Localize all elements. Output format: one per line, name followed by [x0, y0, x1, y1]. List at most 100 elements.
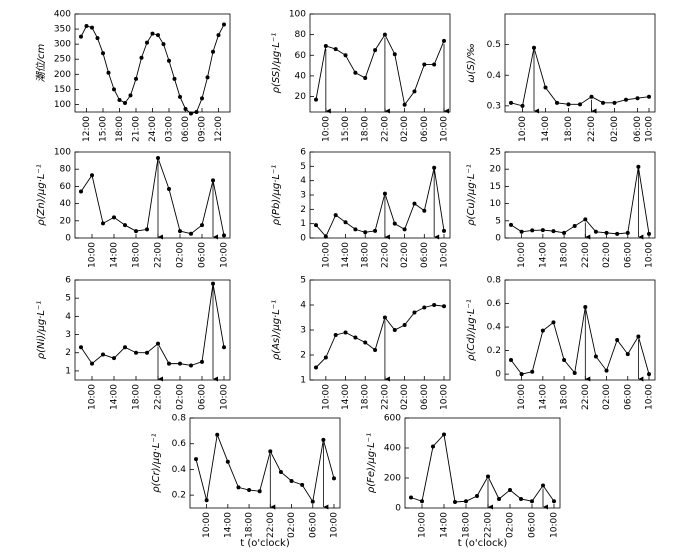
y-axis-label: ρ(Fe)/μg·L⁻¹: [366, 433, 377, 493]
y-tick-label: 0: [300, 234, 306, 244]
point: [145, 227, 149, 232]
point: [205, 75, 210, 80]
point: [79, 189, 83, 194]
point: [323, 355, 328, 360]
point: [615, 231, 620, 236]
plot-frame: [504, 151, 656, 239]
point: [353, 227, 358, 232]
y-tick-label: 4: [300, 301, 306, 311]
point: [382, 191, 387, 196]
point: [530, 228, 535, 233]
point: [530, 499, 534, 504]
point: [509, 222, 513, 227]
point: [178, 361, 182, 366]
point: [412, 89, 417, 94]
x-tick-label: 10:00: [550, 512, 560, 538]
x-tick-label: 09:00: [198, 116, 208, 142]
y-tick-label: 0.4: [172, 465, 187, 475]
point: [625, 352, 630, 357]
y-tick-label: 60: [60, 182, 72, 192]
panel: 0 0.2 0.4 0.6 0.8 10:00 14:00 18:00 22:00 02:00 06…: [466, 276, 656, 410]
point: [314, 223, 318, 228]
series-line: [195, 433, 335, 503]
point: [373, 348, 378, 352]
x-tick-label: 10:00: [645, 384, 655, 410]
x-tick-label: 06:00: [420, 384, 430, 410]
point: [392, 328, 397, 332]
x-tick-label: 12:00: [82, 116, 92, 142]
x-tick-label: 02:00: [400, 384, 410, 410]
x-tick-label: 10:00: [321, 384, 331, 410]
point: [134, 76, 138, 81]
point: [612, 100, 617, 105]
point: [442, 228, 446, 233]
y-tick-label: 0.4: [487, 71, 502, 81]
y-tick-label: 0.6: [487, 299, 502, 309]
point: [412, 310, 417, 315]
y-tick-label: 80: [295, 30, 307, 40]
x-tick-label: 10:00: [517, 242, 527, 268]
x-tick-label: 18:00: [361, 242, 371, 268]
point: [412, 201, 417, 206]
y-tick-label: 40: [295, 71, 307, 81]
point: [211, 281, 215, 286]
point: [222, 345, 226, 350]
point: [402, 102, 407, 107]
point: [101, 221, 105, 226]
point: [167, 186, 171, 191]
point: [139, 55, 144, 60]
y-tick-label: 80: [60, 165, 72, 175]
y-tick-label: 5: [65, 294, 71, 304]
point: [572, 370, 577, 375]
point: [519, 372, 524, 377]
point: [117, 97, 122, 102]
x-tick-label: 14:00: [538, 384, 548, 410]
x-tick-label: 18:00: [560, 242, 570, 268]
point: [167, 361, 171, 366]
x-tick-label: 06:00: [623, 384, 633, 410]
point: [323, 234, 328, 239]
point: [321, 437, 326, 442]
y-tick-label: 5: [495, 216, 501, 226]
x-tick-label: 18:00: [361, 384, 371, 410]
point: [509, 358, 513, 362]
point: [222, 233, 226, 238]
x-tick-label: 06:00: [623, 242, 633, 268]
x-tick-label: 14:00: [341, 242, 351, 268]
x-tick-label: 15:00: [99, 116, 109, 142]
y-tick-label: 350: [54, 25, 71, 35]
x-tick-label: 18:00: [115, 116, 125, 142]
y-axis-label: ρ(Zn)/μg·L⁻¹: [36, 164, 47, 225]
point: [601, 100, 605, 105]
point: [442, 432, 446, 437]
y-tick-label: 60: [295, 51, 307, 61]
panel: 100 150 200 250 300 350 400 12:00 15:00 18:00 21:0…: [35, 10, 231, 142]
point: [615, 338, 620, 342]
x-tick-label: 06:00: [198, 384, 208, 410]
y-tick-label: 10: [490, 199, 502, 209]
point: [442, 304, 446, 309]
point: [167, 58, 171, 63]
x-tick-label: 10:00: [645, 116, 655, 142]
point: [562, 230, 567, 235]
x-tick-label: 10:00: [418, 512, 428, 538]
y-tick-label: 0.8: [172, 414, 187, 424]
point: [194, 457, 198, 462]
point: [409, 495, 413, 500]
point: [625, 230, 630, 235]
series-line: [510, 166, 650, 235]
point: [604, 368, 609, 373]
y-tick-label: 150: [54, 85, 71, 95]
point: [333, 213, 338, 218]
x-axis-label: t (o'clock): [240, 538, 290, 549]
x-tick-label: 15:00: [341, 116, 351, 142]
point: [150, 31, 155, 36]
x-axis-label: t (o'clock): [458, 538, 508, 549]
point: [101, 51, 105, 56]
x-tick-label: 10:00: [518, 116, 528, 142]
point: [431, 444, 435, 449]
y-axis-label: ρ(Ni)/μg·L⁻¹: [36, 301, 47, 360]
point: [128, 93, 133, 98]
y-tick-label: 1: [300, 376, 306, 386]
point: [530, 369, 535, 374]
